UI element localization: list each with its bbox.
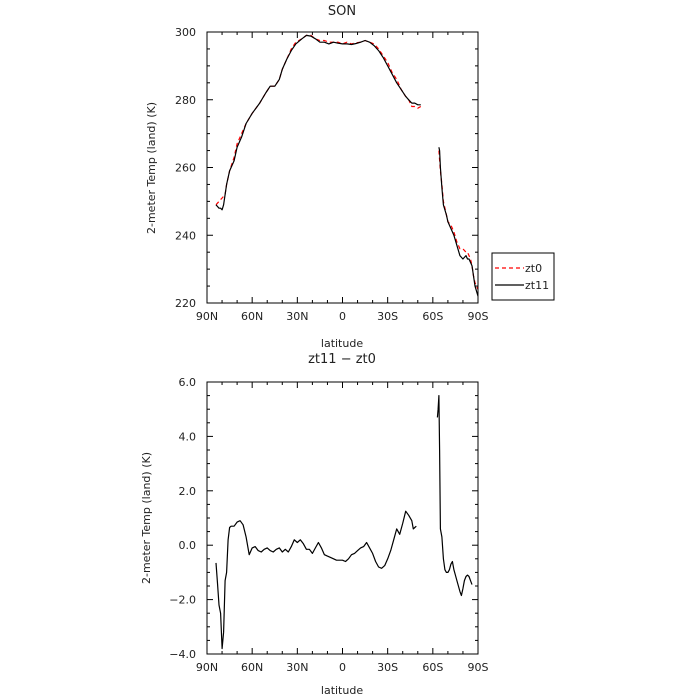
bottom-y-tick-label: −4.0 <box>169 648 196 661</box>
bottom-y-tick-label: 6.0 <box>179 376 197 389</box>
legend-label-zt0: zt0 <box>525 262 542 275</box>
bottom-plot-frame <box>206 381 479 655</box>
top-y-tick-label: 280 <box>175 94 196 107</box>
top-plot-frame <box>206 31 479 304</box>
top-chart-title: SON <box>328 4 356 19</box>
bottom-x-tick-label: 90S <box>468 661 489 674</box>
bottom-series-line-series-0 <box>215 510 417 650</box>
bottom-x-tick-label: 30S <box>377 661 398 674</box>
top-x-tick-label: 60S <box>422 310 443 323</box>
top-series-line-zt11 <box>215 34 421 211</box>
top-x-axis-label: latitude <box>321 337 363 350</box>
top-y-tick-label: 220 <box>175 297 196 310</box>
bottom-axis-ticks: 90N 60N 30N 0 30S 60S 90S −4.0 −2.0 0.0 2.0 4.0 6.0 <box>169 376 488 674</box>
top-x-tick-label: 90N <box>196 310 218 323</box>
top-legend: zt0 zt11 <box>491 252 555 301</box>
top-x-tick-label: 90S <box>468 310 489 323</box>
top-y-tick-label: 260 <box>175 162 196 175</box>
bottom-x-tick-label: 90N <box>196 661 218 674</box>
bottom-y-tick-label: −2.0 <box>169 594 196 607</box>
bottom-x-axis-label: latitude <box>321 684 363 697</box>
top-x-tick-label: 30S <box>377 310 398 323</box>
top-y-tick-label: 240 <box>175 229 196 242</box>
bottom-series-lines <box>215 395 473 650</box>
top-series-line-zt11 <box>438 147 479 297</box>
bottom-x-tick-label: 60S <box>422 661 443 674</box>
top-x-tick-label: 30N <box>286 310 308 323</box>
bottom-y-tick-label: 0.0 <box>179 539 197 552</box>
top-x-tick-label: 0 <box>339 310 346 323</box>
bottom-y-tick-label: 4.0 <box>179 430 197 443</box>
top-x-tick-label: 60N <box>241 310 263 323</box>
bottom-x-tick-label: 60N <box>241 661 263 674</box>
bottom-panel: zt11 − zt0 90N 60N 30N 0 30S 60S 90S −4.0 −2.0 0.… <box>140 352 489 697</box>
top-y-tick-label: 300 <box>175 26 196 39</box>
bottom-y-tick-label: 2.0 <box>179 485 197 498</box>
legend-label-zt11: zt11 <box>525 279 549 292</box>
legend-box <box>491 252 555 301</box>
bottom-x-tick-label: 0 <box>339 661 346 674</box>
bottom-y-axis-label: 2-meter Temp (land) (K) <box>140 452 153 584</box>
top-axis-ticks: 90N 60N 30N 0 30S 60S 90S 220 240 260 280 300 <box>175 26 489 323</box>
bottom-x-tick-label: 30N <box>286 661 308 674</box>
bottom-chart-title: zt11 − zt0 <box>308 352 376 367</box>
top-series-lines <box>215 34 479 297</box>
top-panel: SON 90N 60N 30N 0 30S 60S 90S 220 240 260 280 300 l… <box>145 4 555 350</box>
bottom-series-line-series-0 <box>436 395 473 597</box>
top-series-line-zt0 <box>215 34 422 206</box>
top-y-axis-label: 2-meter Temp (land) (K) <box>145 102 158 234</box>
